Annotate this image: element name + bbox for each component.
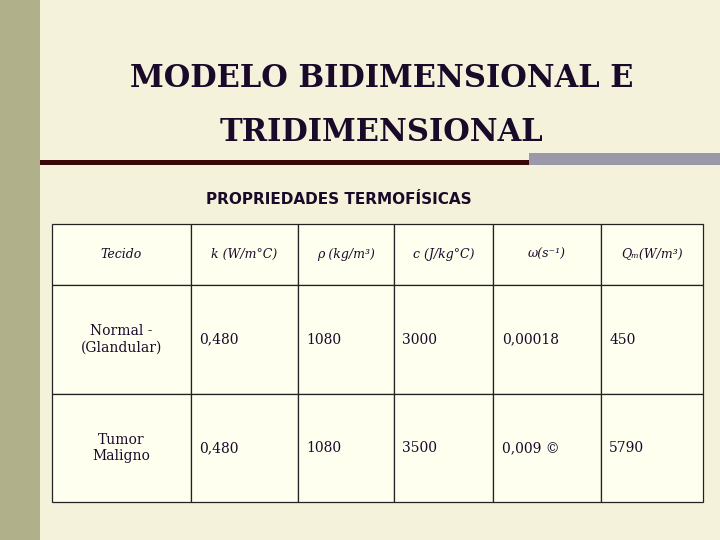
Bar [191,224,298,285]
Text: Qₘ(W/m³): Qₘ(W/m³) [621,248,683,261]
Bar [394,394,493,502]
Bar [394,285,493,394]
Bar [191,285,298,394]
Bar [298,285,394,394]
Text: 3000: 3000 [402,333,437,347]
Bar [52,224,191,285]
Text: 1080: 1080 [307,441,342,455]
Text: 3500: 3500 [402,441,437,455]
Bar [40,160,720,165]
Text: 0,480: 0,480 [199,333,239,347]
Bar [600,224,703,285]
Bar [493,224,600,285]
Text: Tumor
Maligno: Tumor Maligno [92,433,150,463]
Bar [493,394,600,502]
Bar [493,285,600,394]
Bar [191,394,298,502]
Bar [394,224,493,285]
Text: 0,009 ©: 0,009 © [502,441,559,455]
Text: c (J/kg°C): c (J/kg°C) [413,248,474,261]
Text: 450: 450 [609,333,636,347]
Text: TRIDIMENSIONAL: TRIDIMENSIONAL [220,117,544,148]
Text: ρ (kg/m³): ρ (kg/m³) [317,248,374,261]
Text: k (W/m°C): k (W/m°C) [211,248,277,261]
Text: 5790: 5790 [609,441,644,455]
Text: 1080: 1080 [307,333,342,347]
Text: PROPRIEDADES TERMOFÍSICAS: PROPRIEDADES TERMOFÍSICAS [206,192,471,207]
Bar [52,285,191,394]
Bar [298,224,394,285]
Bar [298,394,394,502]
Text: 0,480: 0,480 [199,441,239,455]
Text: Normal -
(Glandular): Normal - (Glandular) [81,325,162,355]
Text: 0,00018: 0,00018 [502,333,559,347]
Bar [600,394,703,502]
Bar [600,285,703,394]
Text: MODELO BIDIMENSIONAL E: MODELO BIDIMENSIONAL E [130,63,634,94]
Bar [529,153,720,165]
Bar [0,0,40,540]
Text: ω(s⁻¹): ω(s⁻¹) [528,248,566,261]
Bar [52,394,191,502]
Text: Tecido: Tecido [101,248,142,261]
